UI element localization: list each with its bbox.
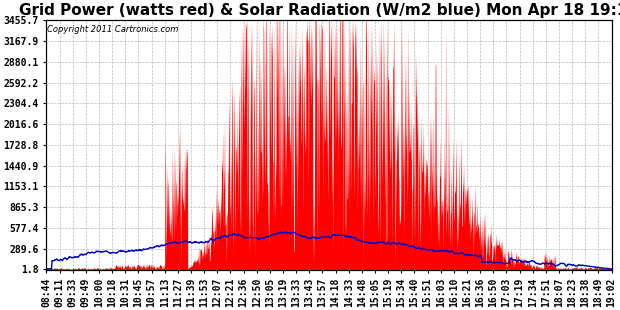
Title: Grid Power (watts red) & Solar Radiation (W/m2 blue) Mon Apr 18 19:12: Grid Power (watts red) & Solar Radiation…: [19, 3, 620, 19]
Text: Copyright 2011 Cartronics.com: Copyright 2011 Cartronics.com: [48, 24, 179, 34]
